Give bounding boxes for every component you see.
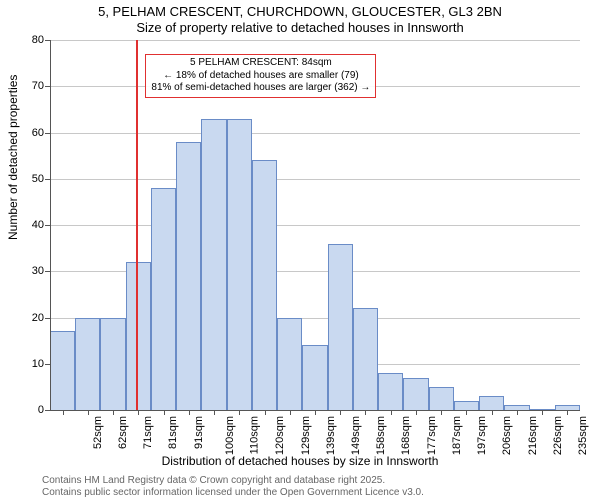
gridline: [50, 179, 580, 180]
subject-marker-line: [136, 40, 138, 410]
annotation-line3: 81% of semi-detached houses are larger (…: [151, 82, 370, 95]
histogram-bar: [403, 378, 428, 410]
xtick-label: 177sqm: [426, 416, 438, 455]
xtick-mark: [416, 410, 417, 415]
xtick-label: 71sqm: [142, 416, 154, 449]
annotation-line2: ← 18% of detached houses are smaller (79…: [151, 70, 370, 83]
xtick-mark: [391, 410, 392, 415]
histogram-bar: [302, 345, 327, 410]
ytick-label: 50: [32, 173, 44, 185]
footer-line2: Contains public sector information licen…: [42, 487, 424, 498]
xtick-mark: [492, 410, 493, 415]
xtick-mark: [63, 410, 64, 415]
chart-title-line2: Size of property relative to detached ho…: [0, 20, 600, 35]
histogram-chart: 5, PELHAM CRESCENT, CHURCHDOWN, GLOUCEST…: [0, 0, 600, 500]
histogram-bar: [328, 244, 353, 411]
histogram-bar: [50, 331, 75, 410]
histogram-bar: [277, 318, 302, 411]
xtick-label: 139sqm: [325, 416, 337, 455]
xtick-mark: [88, 410, 89, 415]
xtick-label: 168sqm: [401, 416, 413, 455]
xtick-label: 226sqm: [552, 416, 564, 455]
y-axis-line: [50, 40, 51, 410]
xtick-mark: [517, 410, 518, 415]
ytick-label: 40: [32, 219, 44, 231]
histogram-bar: [126, 262, 151, 410]
xtick-mark: [214, 410, 215, 415]
ytick-label: 20: [32, 312, 44, 324]
xtick-mark: [466, 410, 467, 415]
ytick-label: 80: [32, 34, 44, 46]
ytick-label: 10: [32, 358, 44, 370]
histogram-bar: [75, 318, 100, 411]
xtick-mark: [567, 410, 568, 415]
histogram-bar: [429, 387, 454, 410]
plot-area: 0102030405060708052sqm62sqm71sqm81sqm91s…: [50, 40, 580, 410]
y-axis-label: Number of detached properties: [6, 75, 20, 240]
xtick-label: 120sqm: [274, 416, 286, 455]
x-axis-label: Distribution of detached houses by size …: [0, 454, 600, 468]
histogram-bar: [227, 119, 252, 410]
xtick-mark: [542, 410, 543, 415]
xtick-mark: [290, 410, 291, 415]
xtick-mark: [239, 410, 240, 415]
histogram-bar: [378, 373, 403, 410]
histogram-bar: [100, 318, 125, 411]
xtick-mark: [189, 410, 190, 415]
xtick-label: 149sqm: [350, 416, 362, 455]
xtick-label: 187sqm: [451, 416, 463, 455]
gridline: [50, 225, 580, 226]
xtick-mark: [365, 410, 366, 415]
xtick-label: 206sqm: [502, 416, 514, 455]
histogram-bar: [201, 119, 226, 410]
xtick-label: 158sqm: [375, 416, 387, 455]
xtick-label: 81sqm: [167, 416, 179, 449]
annotation-box: 5 PELHAM CRESCENT: 84sqm← 18% of detache…: [145, 54, 376, 98]
xtick-label: 91sqm: [193, 416, 205, 449]
histogram-bar: [252, 160, 277, 410]
xtick-mark: [138, 410, 139, 415]
histogram-bar: [176, 142, 201, 410]
xtick-label: 235sqm: [577, 416, 589, 455]
xtick-label: 100sqm: [224, 416, 236, 455]
histogram-bar: [454, 401, 479, 410]
gridline: [50, 133, 580, 134]
xtick-mark: [441, 410, 442, 415]
plot-inner: 0102030405060708052sqm62sqm71sqm81sqm91s…: [50, 40, 580, 410]
xtick-label: 129sqm: [300, 416, 312, 455]
footer-line1: Contains HM Land Registry data © Crown c…: [42, 475, 385, 486]
xtick-label: 62sqm: [117, 416, 129, 449]
ytick-label: 0: [38, 404, 44, 416]
xtick-mark: [340, 410, 341, 415]
histogram-bar: [479, 396, 504, 410]
xtick-label: 52sqm: [92, 416, 104, 449]
histogram-bar: [151, 188, 176, 410]
xtick-label: 197sqm: [476, 416, 488, 455]
xtick-label: 216sqm: [527, 416, 539, 455]
xtick-mark: [164, 410, 165, 415]
xtick-label: 110sqm: [248, 416, 260, 454]
chart-title-line1: 5, PELHAM CRESCENT, CHURCHDOWN, GLOUCEST…: [0, 4, 600, 19]
xtick-mark: [315, 410, 316, 415]
xtick-mark: [113, 410, 114, 415]
histogram-bar: [353, 308, 378, 410]
xtick-mark: [265, 410, 266, 415]
annotation-line1: 5 PELHAM CRESCENT: 84sqm: [151, 57, 370, 70]
gridline: [50, 40, 580, 41]
ytick-label: 70: [32, 80, 44, 92]
ytick-label: 30: [32, 265, 44, 277]
ytick-label: 60: [32, 127, 44, 139]
